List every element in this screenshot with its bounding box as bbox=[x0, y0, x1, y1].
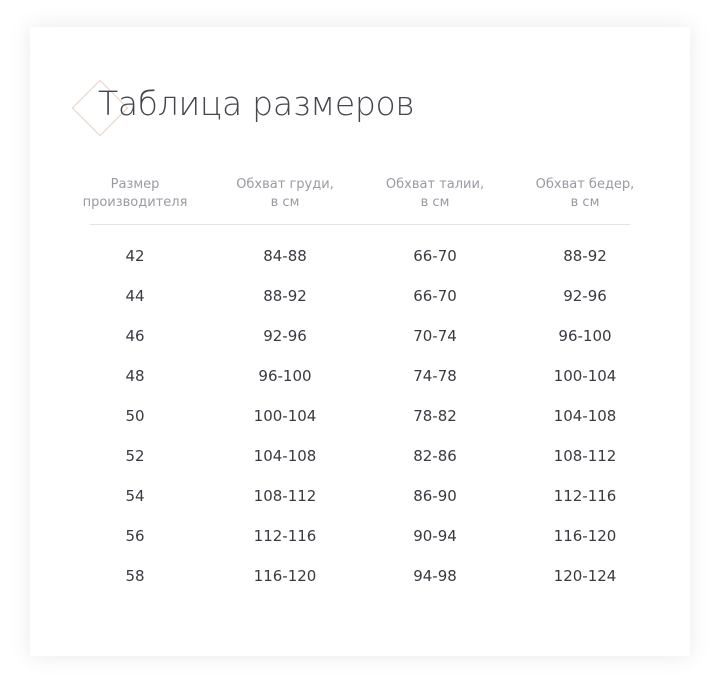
table-cell: 112-116 bbox=[553, 487, 617, 505]
table-cell: 56 bbox=[125, 527, 145, 545]
table-cell: 112-116 bbox=[253, 527, 317, 545]
table-cell: 66-70 bbox=[413, 247, 457, 265]
table-cell: 52 bbox=[125, 447, 145, 465]
table-cell: 46 bbox=[125, 327, 145, 345]
table-cell: 84-88 bbox=[263, 247, 307, 265]
table-row: 44 88-92 66-70 92-96 bbox=[60, 276, 660, 316]
table-cell: 58 bbox=[125, 567, 145, 585]
table-row: 58 116-120 94-98 120-124 bbox=[60, 556, 660, 596]
table-cell: 44 bbox=[125, 287, 145, 305]
table-cell: 92-96 bbox=[563, 287, 607, 305]
table-cell: 66-70 bbox=[413, 287, 457, 305]
column-header: Обхват талии, в см bbox=[385, 177, 485, 210]
table-cell: 96-100 bbox=[258, 367, 312, 385]
table-cell: 108-112 bbox=[253, 487, 317, 505]
column-header: Размер производителя bbox=[82, 177, 188, 210]
table-cell: 42 bbox=[125, 247, 145, 265]
table-cell: 100-104 bbox=[553, 367, 617, 385]
table-row: 46 92-96 70-74 96-100 bbox=[60, 316, 660, 356]
table-row: 48 96-100 74-78 100-104 bbox=[60, 356, 660, 396]
column-header: Обхват бедер, в см bbox=[535, 177, 635, 210]
header-divider bbox=[90, 224, 630, 225]
table-cell: 86-90 bbox=[413, 487, 457, 505]
table-cell: 78-82 bbox=[413, 407, 457, 425]
table-cell: 88-92 bbox=[563, 247, 607, 265]
table-cell: 120-124 bbox=[553, 567, 617, 585]
table-cell: 116-120 bbox=[553, 527, 617, 545]
table-cell: 92-96 bbox=[263, 327, 307, 345]
table-cell: 82-86 bbox=[413, 447, 457, 465]
table-row: 52 104-108 82-86 108-112 bbox=[60, 436, 660, 476]
table-cell: 104-108 bbox=[253, 447, 317, 465]
table-cell: 50 bbox=[125, 407, 145, 425]
table-cell: 88-92 bbox=[263, 287, 307, 305]
table-cell: 74-78 bbox=[413, 367, 457, 385]
table-cell: 96-100 bbox=[558, 327, 612, 345]
table-row: 56 112-116 90-94 116-120 bbox=[60, 516, 660, 556]
table-cell: 100-104 bbox=[253, 407, 317, 425]
table-cell: 116-120 bbox=[253, 567, 317, 585]
table-cell: 70-74 bbox=[413, 327, 457, 345]
page-title: Таблица размеров bbox=[98, 84, 415, 123]
table-cell: 54 bbox=[125, 487, 145, 505]
table-row: 54 108-112 86-90 112-116 bbox=[60, 476, 660, 516]
table-cell: 48 bbox=[125, 367, 145, 385]
table-cell: 94-98 bbox=[413, 567, 457, 585]
table-row: 42 84-88 66-70 88-92 bbox=[60, 236, 660, 276]
column-header: Обхват груди, в см bbox=[236, 177, 334, 210]
table-row: 50 100-104 78-82 104-108 bbox=[60, 396, 660, 436]
table-cell: 90-94 bbox=[413, 527, 457, 545]
size-chart-card bbox=[30, 27, 690, 656]
table-cell: 108-112 bbox=[553, 447, 617, 465]
table-cell: 104-108 bbox=[553, 407, 617, 425]
